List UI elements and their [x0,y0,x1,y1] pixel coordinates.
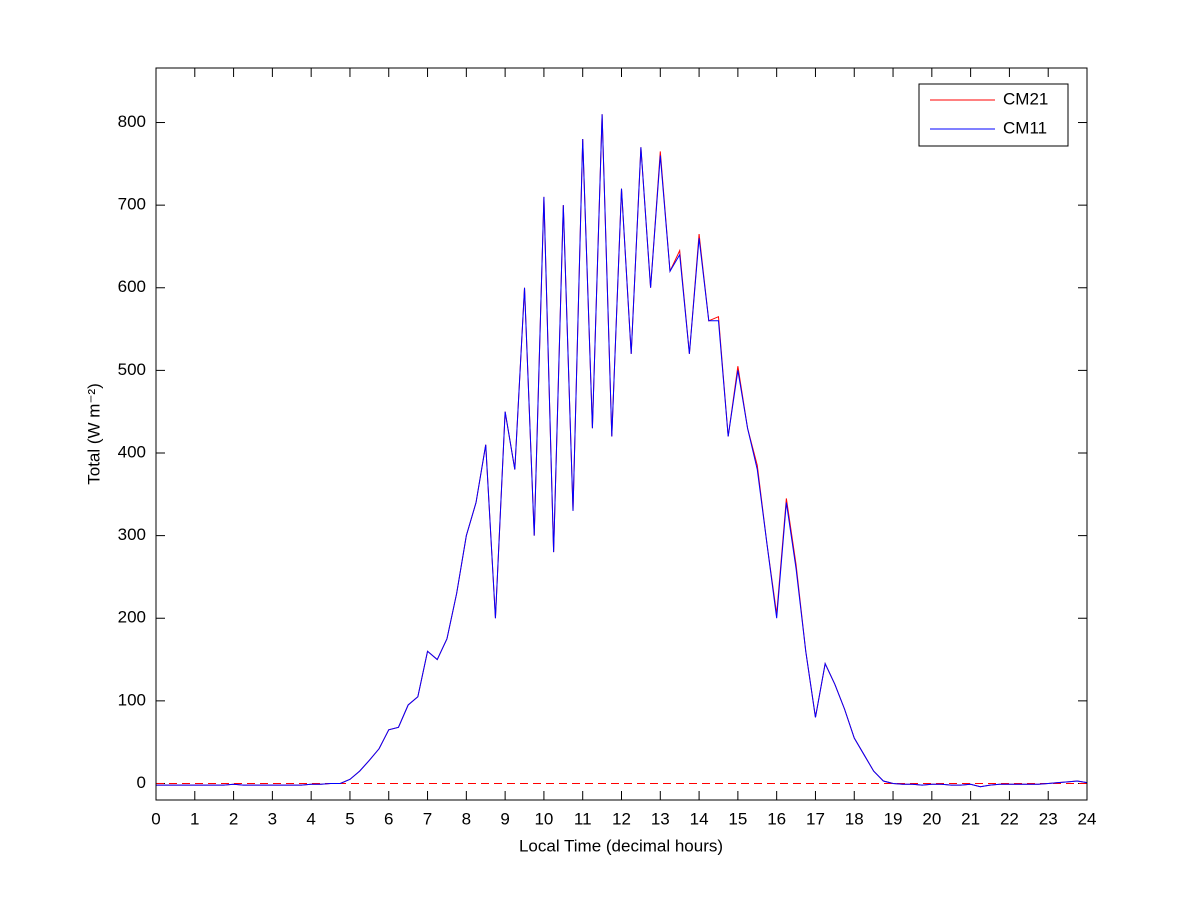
legend-label: CM21 [1003,89,1048,108]
x-tick-label: 0 [151,809,160,828]
y-tick-label: 400 [118,442,146,461]
x-tick-label: 9 [500,809,509,828]
legend-box [918,83,1069,147]
y-tick-label: 600 [118,277,146,296]
x-tick-label: 16 [767,809,786,828]
x-tick-label: 2 [229,809,238,828]
legend-label: CM11 [1003,118,1047,137]
y-tick-label: 200 [118,608,146,627]
y-tick-label: 700 [118,195,146,214]
data-line [156,114,1088,788]
x-tick-label: 11 [574,809,592,828]
x-tick-label: 12 [612,809,631,828]
x-tick-label: 21 [961,809,980,828]
x-tick-label: 24 [1078,809,1097,828]
x-tick-label: 3 [268,809,277,828]
x-tick-label: 18 [845,809,864,828]
x-tick-label: 23 [1039,809,1058,828]
y-tick-label: 0 [137,773,146,792]
x-tick-label: 7 [423,809,432,828]
x-tick-label: 19 [884,809,903,828]
x-tick-label: 5 [345,809,354,828]
plot-frame [155,67,1088,801]
y-tick-label: 100 [118,690,146,709]
x-tick-label: 4 [306,809,315,828]
y-tick-label: 800 [118,112,146,131]
x-tick-label: 13 [651,809,670,828]
x-tick-label: 17 [806,809,825,828]
x-tick-label: 22 [1000,809,1019,828]
x-tick-label: 10 [534,809,553,828]
y-tick-label: 500 [118,360,146,379]
x-tick-label: 14 [690,809,709,828]
x-axis-label: Local Time (decimal hours) [519,836,723,855]
y-axis-label: Total (W m⁻²) [84,383,103,485]
x-tick-label: 15 [728,809,747,828]
x-tick-label: 6 [384,809,393,828]
x-tick-label: 8 [462,809,471,828]
y-tick-label: 300 [118,525,146,544]
x-tick-label: 1 [190,809,199,828]
x-tick-label: 20 [922,809,941,828]
